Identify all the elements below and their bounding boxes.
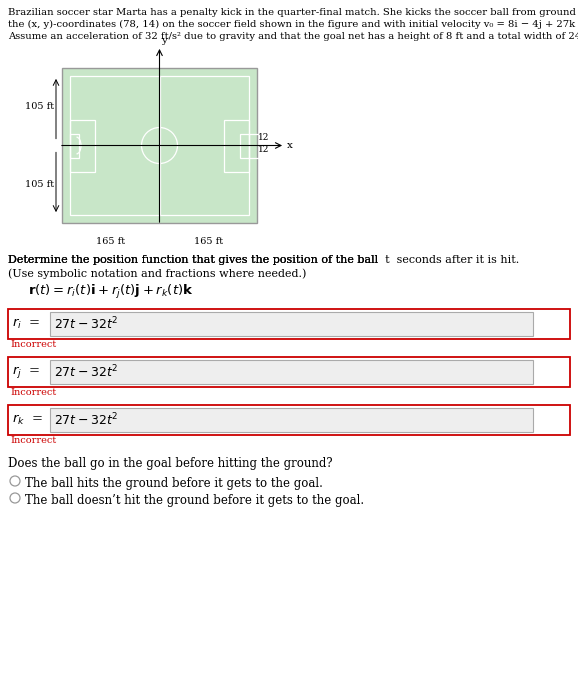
Text: The ball hits the ground before it gets to the goal.: The ball hits the ground before it gets … <box>25 477 323 490</box>
Bar <box>70 76 249 215</box>
Circle shape <box>10 476 20 486</box>
Text: The ball doesn’t hit the ground before it gets to the goal.: The ball doesn’t hit the ground before i… <box>25 494 364 507</box>
Text: 12: 12 <box>258 133 269 142</box>
Bar <box>8 357 570 387</box>
Text: $r_i$  =: $r_i$ = <box>12 317 40 331</box>
Text: y: y <box>161 36 168 45</box>
Text: 105 ft: 105 ft <box>25 102 54 111</box>
Text: $r_k$  =: $r_k$ = <box>12 413 43 427</box>
Text: $27t - 32t^2$: $27t - 32t^2$ <box>54 412 118 428</box>
Text: $27t - 32t^2$: $27t - 32t^2$ <box>54 364 118 380</box>
Bar <box>224 120 249 171</box>
Bar <box>50 408 533 432</box>
Bar <box>50 312 533 336</box>
Text: Incorrect: Incorrect <box>10 436 56 445</box>
Bar <box>62 68 257 223</box>
Text: Incorrect: Incorrect <box>10 340 56 349</box>
Bar <box>70 133 79 158</box>
Text: 165 ft: 165 ft <box>194 237 223 246</box>
Text: (Use symbolic notation and fractions where needed.): (Use symbolic notation and fractions whe… <box>8 268 306 279</box>
Text: 12: 12 <box>258 145 269 154</box>
Text: x: x <box>287 141 293 150</box>
Bar <box>8 405 570 435</box>
Text: Incorrect: Incorrect <box>10 388 56 397</box>
Text: the (x, y)-coordinates (78, 14) on the soccer field shown in the figure and with: the (x, y)-coordinates (78, 14) on the s… <box>8 20 578 29</box>
Text: Determine the position function that gives the position of the ball  t  seconds : Determine the position function that giv… <box>8 255 519 265</box>
Bar <box>240 133 249 158</box>
Bar <box>8 309 570 339</box>
Text: $r_j$  =: $r_j$ = <box>12 364 40 380</box>
Text: Brazilian soccer star Marta has a penalty kick in the quarter-final match. She k: Brazilian soccer star Marta has a penalt… <box>8 8 578 17</box>
Bar <box>70 120 95 171</box>
Text: Determine the position function that gives the position of the ball: Determine the position function that giv… <box>8 255 381 265</box>
Text: $\mathbf{r}(t) = r_i(t)\mathbf{i} + r_j(t)\mathbf{j} + r_k(t)\mathbf{k}$: $\mathbf{r}(t) = r_i(t)\mathbf{i} + r_j(… <box>28 283 194 301</box>
Text: Determine the position function that gives the position of the ball: Determine the position function that giv… <box>8 255 381 265</box>
Text: Assume an acceleration of 32 ft/s² due to gravity and that the goal net has a he: Assume an acceleration of 32 ft/s² due t… <box>8 32 578 41</box>
Text: 105 ft: 105 ft <box>25 180 54 189</box>
Text: Determine the position function that gives the position of the ball             : Determine the position function that giv… <box>8 255 578 265</box>
Bar <box>50 360 533 384</box>
Circle shape <box>10 493 20 503</box>
Text: Does the ball go in the goal before hitting the ground?: Does the ball go in the goal before hitt… <box>8 457 332 470</box>
Text: $27t - 32t^2$: $27t - 32t^2$ <box>54 316 118 333</box>
Text: 165 ft: 165 ft <box>96 237 125 246</box>
